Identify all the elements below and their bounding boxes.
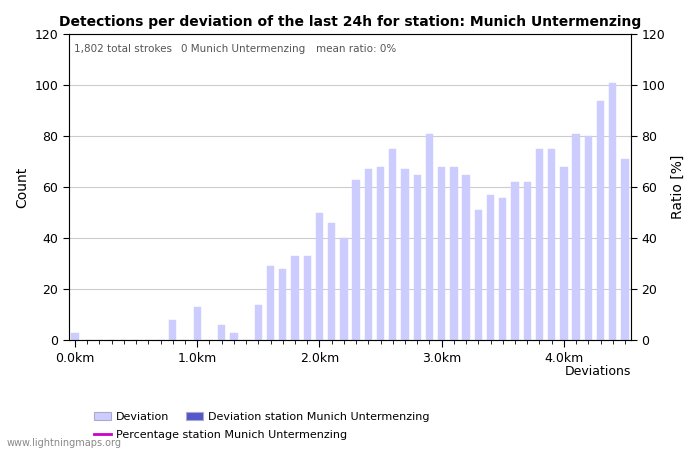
Bar — [218, 325, 225, 340]
Bar — [414, 175, 421, 340]
Bar — [291, 256, 299, 340]
Bar — [71, 333, 78, 340]
Bar — [475, 210, 482, 340]
Bar — [597, 101, 604, 340]
Legend: Percentage station Munich Untermenzing: Percentage station Munich Untermenzing — [90, 426, 352, 445]
Bar — [316, 213, 323, 340]
Bar — [169, 320, 176, 340]
Bar — [463, 175, 470, 340]
Bar — [536, 149, 543, 340]
Bar — [524, 182, 531, 340]
Text: Deviations: Deviations — [565, 365, 631, 378]
Bar — [548, 149, 555, 340]
Legend: Deviation, Deviation station Munich Untermenzing: Deviation, Deviation station Munich Unte… — [90, 408, 435, 427]
Bar — [487, 195, 494, 340]
Bar — [340, 238, 348, 340]
Text: www.lightningmaps.org: www.lightningmaps.org — [7, 438, 122, 448]
Bar — [365, 170, 372, 340]
Bar — [609, 83, 617, 340]
Bar — [426, 134, 433, 340]
Bar — [377, 167, 384, 340]
Bar — [450, 167, 458, 340]
Bar — [255, 305, 262, 340]
Text: 0 Munich Untermenzing: 0 Munich Untermenzing — [181, 44, 306, 54]
Bar — [389, 149, 396, 340]
Bar — [401, 170, 409, 340]
Bar — [560, 167, 568, 340]
Bar — [304, 256, 311, 340]
Bar — [622, 159, 629, 340]
Y-axis label: Ratio [%]: Ratio [%] — [671, 155, 685, 220]
Bar — [267, 266, 274, 340]
Bar — [193, 307, 201, 340]
Y-axis label: Count: Count — [15, 166, 29, 208]
Bar — [499, 198, 507, 340]
Bar — [279, 269, 286, 340]
Text: 1,802 total strokes: 1,802 total strokes — [74, 44, 172, 54]
Bar — [512, 182, 519, 340]
Bar — [352, 180, 360, 340]
Bar — [230, 333, 237, 340]
Bar — [573, 134, 580, 340]
Text: mean ratio: 0%: mean ratio: 0% — [316, 44, 396, 54]
Bar — [584, 136, 592, 340]
Title: Detections per deviation of the last 24h for station: Munich Untermenzing: Detections per deviation of the last 24h… — [59, 15, 641, 29]
Bar — [438, 167, 445, 340]
Bar — [328, 223, 335, 340]
